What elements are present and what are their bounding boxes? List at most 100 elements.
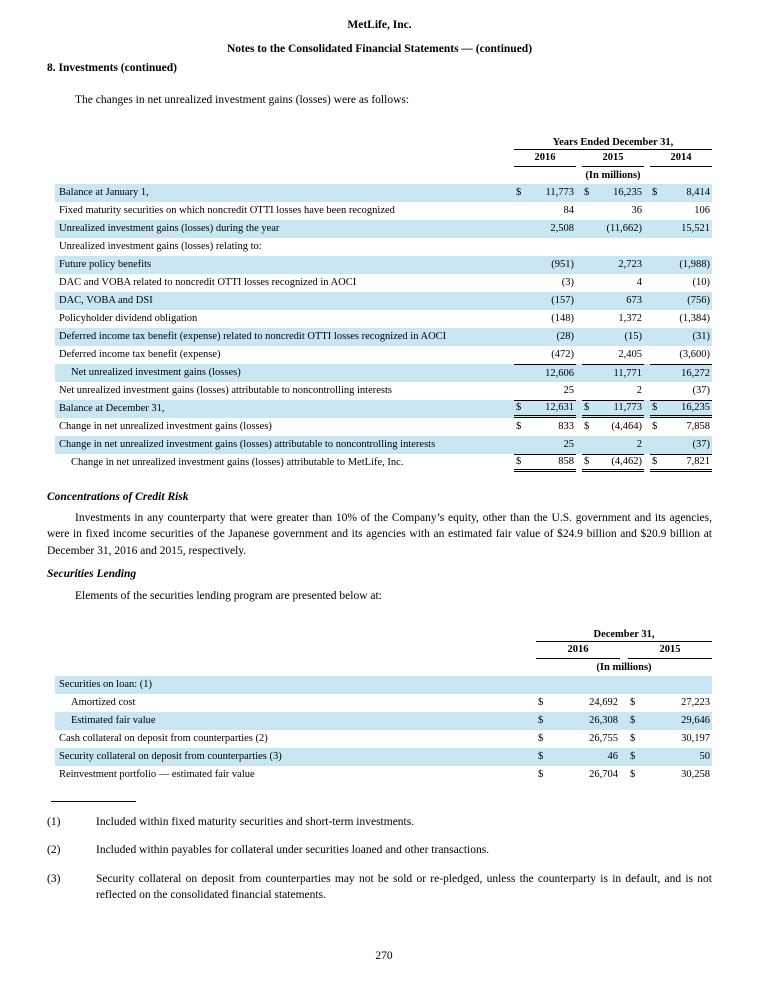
- cell-value: 25: [563, 385, 575, 396]
- table2-period-header: December 31,: [536, 629, 712, 642]
- cell-value: (15): [624, 331, 643, 342]
- cell-2016: $26,755: [536, 730, 620, 748]
- row-label: Net unrealized investment gains (losses): [71, 367, 241, 378]
- table2-years-row: 2016 2015: [55, 642, 712, 659]
- footnote-number: (2): [47, 844, 61, 856]
- cell-2016: $24,692: [536, 694, 620, 712]
- table2-year-2015: 2015: [628, 642, 712, 659]
- dollar-sign: $: [630, 751, 636, 762]
- table-row: Estimated fair value $26,308 $29,646: [55, 711, 712, 730]
- cell-2015: 4: [582, 274, 644, 292]
- row-label: Unrealized investment gains (losses) dur…: [59, 223, 280, 234]
- cell-2015: 2: [582, 382, 644, 400]
- table-row: Change in net unrealized investment gain…: [55, 453, 712, 472]
- cell-value: 25: [563, 439, 575, 450]
- dollar-sign: $: [516, 421, 522, 432]
- table-row: Unrealized investment gains (losses) rel…: [55, 238, 712, 256]
- cell-2015: 2,405: [582, 346, 644, 364]
- cell-2014: (1,988): [650, 256, 712, 274]
- table2-units-row: (In millions): [55, 659, 712, 676]
- cell-value: (756): [687, 295, 710, 306]
- cell-value: (4,464): [611, 421, 642, 432]
- dollar-sign: $: [584, 421, 590, 432]
- row-label: Amortized cost: [71, 697, 136, 708]
- cell-value: 30,197: [681, 733, 710, 744]
- cell-value: 2: [636, 439, 642, 450]
- cell-value: 11,773: [613, 402, 643, 413]
- cell-2016: 84: [514, 202, 576, 220]
- cell-value: 30,258: [681, 769, 710, 780]
- cell-2016: 25: [514, 436, 576, 454]
- cell-2014: (37): [650, 436, 712, 454]
- cell-value: 26,308: [589, 715, 618, 726]
- cell-value: 11,773: [545, 187, 575, 198]
- cell-value: 46: [607, 751, 619, 762]
- cell-value: 12,631: [545, 402, 574, 413]
- section-heading: 8. Investments (continued): [47, 62, 178, 74]
- table1-units-row: (In millions): [55, 167, 712, 184]
- cell-2016: (951): [514, 256, 576, 274]
- table1-period-header: Years Ended December 31,: [514, 137, 712, 150]
- table2-year-2016: 2016: [536, 642, 620, 659]
- cell-value: 2,508: [550, 223, 574, 234]
- table1-body: Balance at January 1, $11,773 $16,235 $8…: [55, 183, 712, 472]
- table-row: DAC, VOBA and DSI (157) 673 (756): [55, 291, 712, 310]
- cell-value: 84: [563, 205, 575, 216]
- table-row: Reinvestment portfolio — estimated fair …: [55, 766, 712, 784]
- row-label: Estimated fair value: [71, 715, 156, 726]
- cell-2016: $858: [514, 453, 576, 472]
- cell-2015: $11,773: [582, 399, 644, 418]
- cell-value: (157): [551, 295, 574, 306]
- dollar-sign: $: [516, 402, 522, 413]
- cell-2014: (10): [650, 274, 712, 292]
- row-label: Security collateral on deposit from coun…: [59, 751, 282, 762]
- table1-period-header-row: Years Ended December 31,: [55, 134, 712, 150]
- cell-2015: (15): [582, 328, 644, 346]
- cell-value: (951): [551, 259, 574, 270]
- dollar-sign: $: [652, 421, 658, 432]
- cell-2016: (472): [514, 346, 576, 364]
- footnote: (2) Included within payables for collate…: [47, 842, 712, 859]
- table2-units-label: (In millions): [596, 661, 652, 673]
- cell-value: 2,405: [618, 349, 642, 360]
- company-title: MetLife, Inc.: [347, 19, 412, 31]
- cell-value: 833: [558, 421, 574, 432]
- cell-2015: $29,646: [628, 712, 712, 730]
- footnote-text: Included within payables for collateral …: [96, 844, 490, 856]
- row-label: Change in net unrealized investment gain…: [59, 439, 436, 450]
- dollar-sign: $: [538, 733, 544, 744]
- row-label: Cash collateral on deposit from counterp…: [59, 733, 268, 744]
- cell-2015: 673: [582, 292, 644, 310]
- cell-value: 12,606: [545, 367, 574, 379]
- dollar-sign: $: [630, 769, 636, 780]
- dollar-sign: $: [584, 456, 590, 467]
- table1-year-2014: 2014: [650, 150, 712, 167]
- dollar-sign: $: [652, 402, 658, 413]
- table-row: Deferred income tax benefit (expense) re…: [55, 327, 712, 346]
- table-row: Policyholder dividend obligation (148) 1…: [55, 310, 712, 328]
- cell-2014: $16,235: [650, 399, 712, 418]
- cell-value: 26,755: [589, 733, 618, 744]
- dollar-sign: $: [652, 456, 658, 467]
- row-label: Unrealized investment gains (losses) rel…: [59, 241, 262, 252]
- credit-risk-heading: Concentrations of Credit Risk: [47, 490, 189, 503]
- cell-2016: 25: [514, 382, 576, 400]
- cell-value: (11,662): [606, 223, 642, 234]
- table1-year-2016: 2016: [514, 150, 576, 167]
- table-row: Fixed maturity securities on which noncr…: [55, 202, 712, 220]
- cell-value: 1,372: [618, 313, 642, 324]
- cell-value: 29,646: [681, 715, 710, 726]
- cell-value: 27,223: [681, 697, 710, 708]
- cell-2016: $46: [536, 748, 620, 766]
- cell-2016: $12,631: [514, 399, 576, 418]
- cell-2015: $ (4,462): [582, 453, 644, 472]
- cell-2014: 106: [650, 202, 712, 220]
- cell-2016: (28): [514, 328, 576, 346]
- cell-value: 15,521: [681, 223, 710, 234]
- cell-2016: [536, 676, 620, 694]
- cell-2014: $8,414: [650, 184, 712, 202]
- table-row: Balance at December 31, $12,631 $11,773 …: [55, 399, 712, 418]
- footnote-number: (1): [47, 815, 61, 828]
- dollar-sign: $: [652, 187, 658, 198]
